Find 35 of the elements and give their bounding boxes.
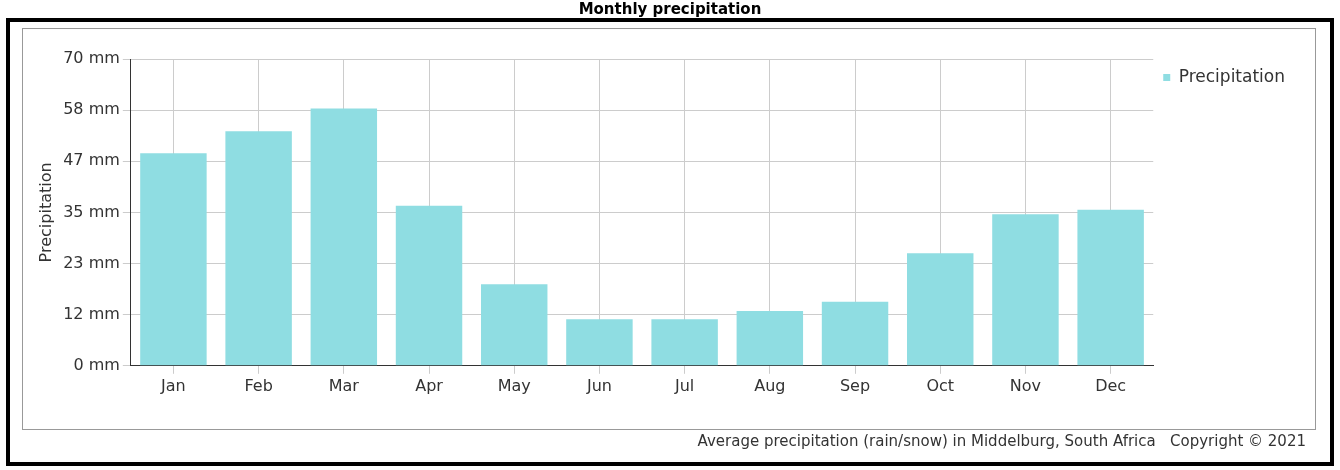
y-axis-title: Precipitation (35, 162, 55, 263)
bar (651, 319, 718, 366)
bar (225, 131, 292, 366)
y-tick-label: 0 mm (73, 354, 120, 374)
x-tick-label: Jan (160, 375, 186, 395)
x-tick-label: Nov (1009, 375, 1042, 395)
bar (907, 253, 974, 366)
x-tick-label: May (497, 375, 531, 395)
y-tick-label: 12 mm (63, 303, 120, 323)
x-tick-label: Aug (754, 375, 786, 395)
x-tick-label: Sep (839, 375, 871, 395)
bar (310, 108, 378, 366)
x-tick-label: Feb (244, 375, 273, 395)
y-tick-label: 47 mm (63, 150, 120, 170)
y-tick-label: 23 mm (63, 252, 120, 272)
bar (992, 214, 1059, 366)
x-tick-label: Jun (585, 375, 612, 395)
y-tick-label: 58 mm (63, 99, 120, 119)
bar (736, 311, 804, 366)
chart-title: Monthly precipitation (577, 0, 763, 18)
x-tick-label: Jul (673, 375, 695, 395)
x-tick-label: Oct (926, 375, 955, 395)
bar (395, 205, 463, 366)
bar (140, 153, 207, 366)
y-tick-label: 35 mm (63, 201, 120, 221)
text: Average precipitation (rain/snow) in Middelburg, South Africa Copyright © 2021 (697, 432, 1306, 450)
x-tick-label: Dec (1095, 375, 1127, 395)
legend-label: Precipitation (1178, 65, 1286, 86)
x-tick-label: Apr (415, 375, 444, 395)
y-tick-label: 70 mm (63, 48, 120, 68)
bar (1077, 209, 1144, 366)
bar (481, 284, 548, 366)
bar (821, 301, 889, 366)
bar (566, 319, 633, 366)
x-tick-label: Mar (328, 375, 360, 395)
